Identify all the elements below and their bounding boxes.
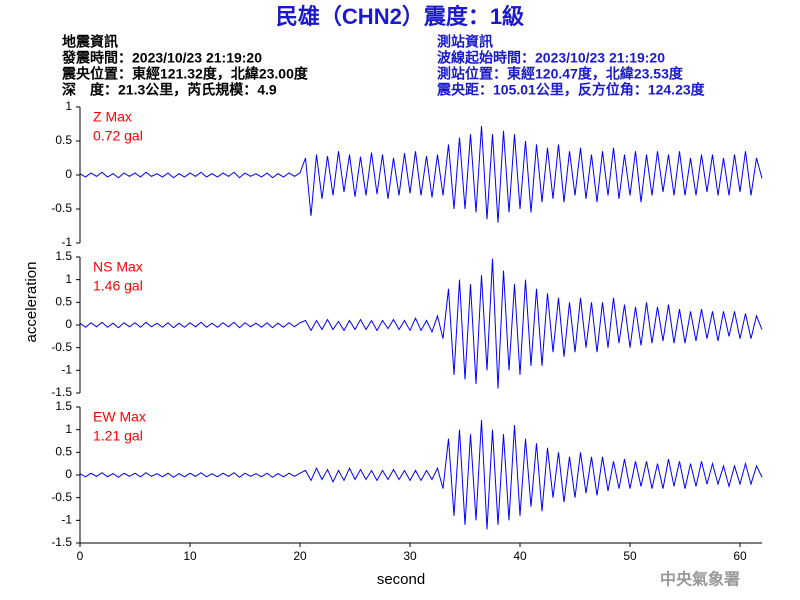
- x-tick-label: 60: [733, 549, 747, 563]
- y-tick-label: 1.5: [55, 249, 72, 263]
- station-info: 波線起始時間：2023/10/23 21:19:20: [437, 50, 665, 66]
- x-axis-label: second: [377, 571, 425, 588]
- x-tick-label: 50: [623, 549, 637, 563]
- y-tick-label: -1: [61, 363, 72, 377]
- watermark: 中央氣象署: [660, 570, 740, 589]
- waveform: [79, 126, 763, 223]
- y-tick-label: 0.5: [55, 295, 72, 309]
- y-tick-label: -0.5: [51, 201, 72, 215]
- y-tick-label: 1: [65, 99, 72, 113]
- y-tick-label: -1.5: [51, 385, 72, 399]
- y-tick-label: 0.5: [55, 445, 72, 459]
- panel-label: EW Max: [93, 409, 146, 425]
- waveform: [79, 420, 763, 530]
- y-tick-label: -0.5: [51, 490, 72, 504]
- waveform: [79, 258, 763, 389]
- y-tick-label: -1.5: [51, 535, 72, 549]
- panel-label: Z Max: [93, 109, 132, 125]
- event-info: 深 度：21.3公里，芮氏規模：4.9: [62, 82, 277, 98]
- y-tick-label: -1: [61, 235, 72, 249]
- x-tick-label: 0: [77, 549, 84, 563]
- y-tick-label: 1.5: [55, 399, 72, 413]
- event-info: 地震資訊: [62, 34, 118, 50]
- x-tick-label: 40: [513, 549, 527, 563]
- y-axis-label: acceleration: [23, 262, 40, 343]
- panel-label: NS Max: [93, 259, 143, 275]
- y-tick-label: 0: [65, 167, 72, 181]
- event-info: 發震時間：2023/10/23 21:19:20: [61, 50, 262, 66]
- x-tick-label: 20: [293, 549, 307, 563]
- max-label: 1.21 gal: [93, 428, 143, 444]
- event-info: 震央位置：東經121.32度，北緯23.00度: [61, 66, 309, 82]
- station-info: 測站資訊: [437, 34, 493, 50]
- station-info: 震央距：105.01公里，反方位角：124.23度: [436, 82, 706, 98]
- y-tick-label: 0.5: [55, 133, 72, 147]
- x-tick-label: 30: [403, 549, 417, 563]
- station-info: 測站位置：東經120.47度，北緯23.53度: [437, 66, 684, 82]
- y-tick-label: 0: [65, 317, 72, 331]
- chart-title: 民雄（CHN2）震度：1級: [276, 4, 524, 29]
- y-tick-label: 1: [65, 272, 72, 286]
- max-label: 0.72 gal: [93, 128, 143, 144]
- y-tick-label: -1: [61, 513, 72, 527]
- y-tick-label: 1: [65, 422, 72, 436]
- x-tick-label: 10: [183, 549, 197, 563]
- y-tick-label: -0.5: [51, 340, 72, 354]
- y-tick-label: 0: [65, 467, 72, 481]
- max-label: 1.46 gal: [93, 278, 143, 294]
